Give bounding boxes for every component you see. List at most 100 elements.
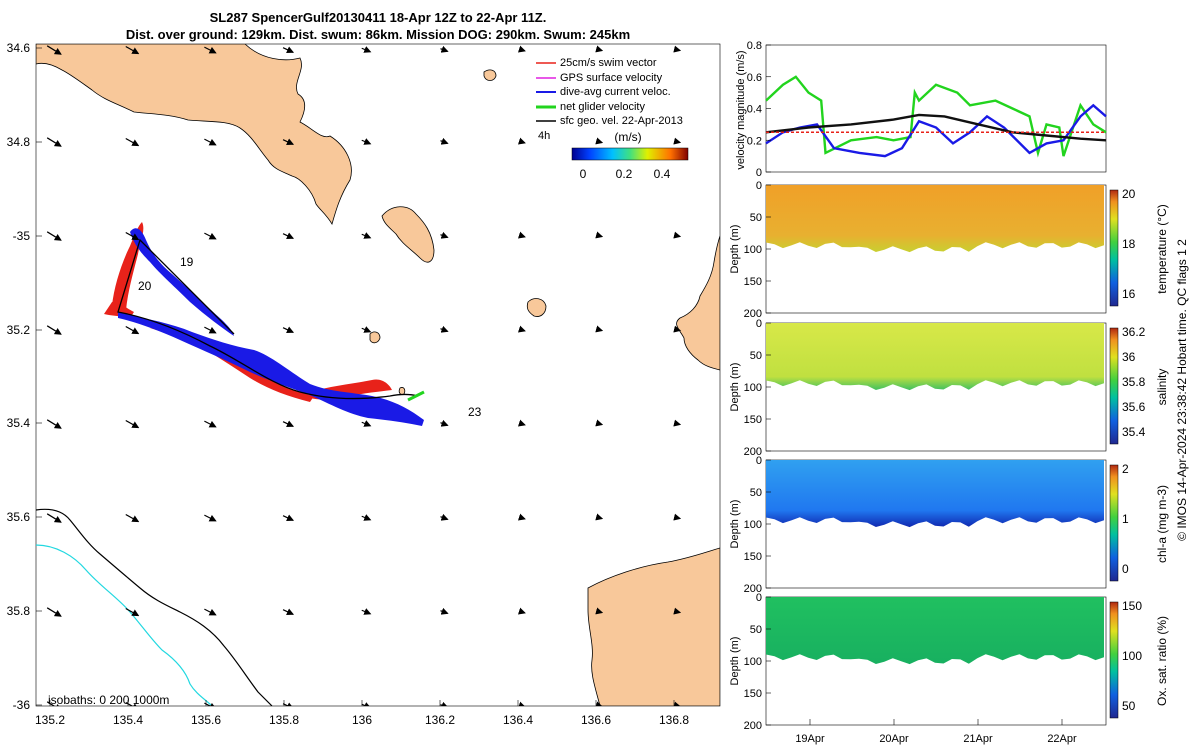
lon-tick-label: 136	[352, 713, 372, 727]
time-tick-label: 22Apr	[1047, 733, 1077, 745]
sfc-geo-arrow	[361, 326, 372, 333]
current-swath	[130, 228, 234, 336]
land-island	[526, 298, 547, 317]
depth-ylabel: Depth (m)	[729, 363, 741, 412]
sfc-geo-arrow	[282, 232, 295, 240]
depth-tick-label: 50	[750, 624, 762, 636]
sfc-geo-arrow	[361, 138, 372, 145]
colorbar-tick-label: 50	[1122, 699, 1136, 713]
depth-tick-label: 100	[744, 244, 762, 256]
sfc-geo-arrow	[204, 46, 217, 54]
sfc-geo-arrow	[204, 138, 217, 146]
section-data-fill	[766, 323, 1104, 391]
sfc-geo-arrow	[517, 137, 526, 145]
depth-tick-label: 0	[756, 455, 762, 467]
figure-subtitle: Dist. over ground: 129km. Dist. swum: 86…	[126, 27, 630, 42]
section-variable-label: salinity	[1155, 369, 1169, 406]
sfc-geo-arrow	[440, 607, 449, 615]
colorbar-label: (m/s)	[614, 130, 641, 144]
legend-label: sfc geo. vel. 22-Apr-2013	[560, 115, 683, 127]
colorbar-tick-label: 16	[1122, 287, 1136, 301]
velocity-plot: 0 0.2 0.4 0.6 0.8 velocity magnitude (m/s)	[735, 40, 1107, 179]
land-island	[381, 206, 435, 263]
land-island-south	[587, 547, 720, 706]
velocity-ytick-label: 0.8	[747, 40, 762, 52]
sfc-geo-arrow	[125, 137, 140, 147]
section-variable-label: chl-a (mg m-3)	[1155, 485, 1169, 563]
sfc-geo-arrow	[361, 514, 372, 521]
time-tick-label: 21Apr	[963, 733, 993, 745]
sfc-geo-arrow	[517, 325, 526, 333]
sfc-geo-arrow	[440, 419, 449, 427]
lat-tick-label: 35.4	[7, 416, 31, 430]
colorbar-tick-label: 100	[1122, 649, 1142, 663]
sfc-geo-arrow	[282, 326, 295, 334]
sfc-geo-arrow	[361, 420, 372, 427]
sfc-geo-arrow	[361, 46, 372, 53]
sfc-geo-arrow	[204, 420, 217, 428]
map-panel: 19 20 23 135.2 135.4 135.6 135.8 136 136.2 136…	[7, 41, 721, 727]
sfc-geo-arrow	[204, 608, 217, 616]
colorbar-tick-label: 36	[1122, 350, 1136, 364]
sfc-geo-arrow	[46, 137, 62, 147]
sfc-geo-arrow	[46, 45, 62, 55]
legend-label: net glider velocity	[560, 101, 645, 113]
sfc-geo-arrow	[440, 325, 449, 333]
sfc-geo-arrow	[595, 701, 604, 706]
depth-tick-label: 150	[744, 414, 762, 426]
depth-tick-label: 200	[744, 720, 762, 732]
velocity-axes: 0 0.2 0.4 0.6 0.8	[747, 40, 771, 179]
sfc-geo-arrow	[440, 701, 449, 706]
velocity-series-line	[765, 75, 1107, 158]
sfc-geo-arrow	[125, 419, 140, 429]
depth-ylabel: Depth (m)	[729, 225, 741, 274]
land-island	[398, 387, 406, 395]
velocity-series	[765, 75, 1107, 158]
colorbar-tick-label: 150	[1122, 599, 1142, 613]
sfc-geo-arrow	[46, 607, 62, 617]
depth-tick-label: 200	[744, 583, 762, 595]
sfc-geo-arrow	[361, 702, 372, 706]
land-yorke-peninsula	[36, 44, 352, 225]
sfc-geo-arrow	[361, 232, 372, 239]
sfc-geo-arrow	[282, 608, 295, 616]
colorbar-tick-label: 35.6	[1122, 400, 1146, 414]
depth-tick-label: 150	[744, 276, 762, 288]
colorbar-tick-label: 1	[1122, 512, 1129, 526]
depth-tick-label: 100	[744, 382, 762, 394]
lat-tick-label: -35	[13, 229, 31, 243]
sfc-geo-arrow	[517, 701, 526, 706]
lon-tick-label: 135.6	[191, 713, 221, 727]
lon-tick-label: 135.2	[35, 713, 65, 727]
legend-label: GPS surface velocity	[560, 72, 663, 84]
sfc-geo-arrow	[673, 325, 682, 333]
sfc-geo-arrow	[517, 231, 526, 239]
lon-tick-label: 135.4	[113, 713, 143, 727]
sfc-geo-velocity-arrows	[46, 45, 682, 706]
sfc-geo-arrow	[361, 608, 372, 615]
land-island	[483, 69, 497, 81]
sfc-geo-arrow	[440, 45, 449, 53]
depth-tick-label: 50	[750, 212, 762, 224]
colorbar-tick: 0.4	[654, 167, 671, 181]
land-island	[369, 331, 381, 344]
velocity-ylabel: velocity magnitude (m/s)	[735, 50, 747, 169]
lat-tick-label: 35.8	[7, 604, 31, 618]
section-panel: 0 50 100 150 200 Depth (m) 20 18 16 temperature (…	[729, 180, 1169, 320]
colorbar-tick-label: 18	[1122, 237, 1136, 251]
swim-vector-swath	[150, 328, 314, 402]
net-glider-velocity-mark	[407, 390, 425, 402]
sfc-geo-arrow	[282, 702, 295, 706]
legend-label: 25cm/s swim vector	[560, 57, 657, 69]
speed-colorbar	[571, 147, 689, 161]
sfc-geo-arrow	[440, 513, 449, 521]
sfc-geo-arrow	[125, 607, 140, 617]
sfc-geo-arrow	[46, 419, 62, 429]
isobath-1000	[36, 544, 213, 706]
sfc-geo-arrow	[204, 326, 217, 334]
lon-tick-label: 136.6	[581, 713, 611, 727]
land-mainland-east	[676, 235, 720, 371]
